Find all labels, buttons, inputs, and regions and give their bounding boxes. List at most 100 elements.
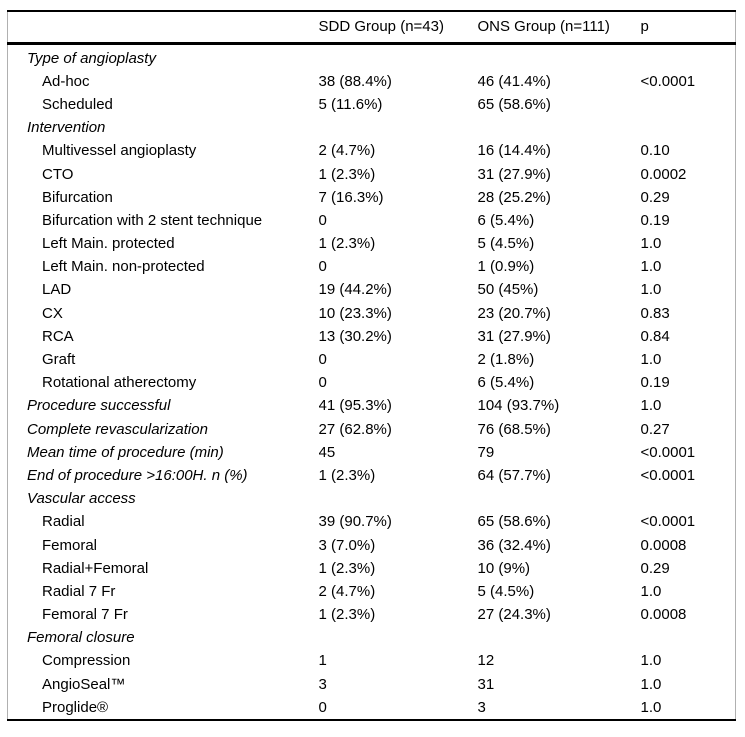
- row-label-cell: End of procedure >16:00H. n (%): [27, 466, 248, 484]
- table-body: Type of angioplasty Ad-hoc 38 (88.4%) 46 (4…: [8, 43, 736, 720]
- p-value-cell: 1.0: [640, 281, 662, 299]
- row-label-cell: Rotational atherectomy: [42, 374, 197, 392]
- row-label-cell: Radial 7 Fr: [42, 582, 116, 600]
- table-row: Procedure successful 41 (95.3%) 104 (93.7%…: [8, 394, 736, 417]
- column-header-ons-group: ONS Group (n=111): [477, 11, 641, 45]
- sdd-value-cell: 0: [318, 258, 327, 276]
- row-label-cell: Complete revascularization: [27, 420, 208, 438]
- p-value-cell: 1.0: [640, 397, 662, 415]
- table-row: Mean time of procedure (min) 45 79 <0.0001: [8, 441, 736, 464]
- row-label-cell: AngioSeal™: [42, 675, 126, 693]
- ons-value-cell: 65 (58.6%): [477, 95, 551, 113]
- ons-value-cell: 36 (32.4%): [477, 536, 551, 554]
- table-row: Left Main. non-protected 0 1 (0.9%) 1.0: [8, 255, 736, 278]
- p-value-cell: 0.0008: [640, 606, 687, 624]
- table-row: Scheduled 5 (11.6%) 65 (58.6%): [8, 93, 736, 116]
- row-label-cell: Radial: [42, 513, 85, 531]
- ons-value-cell: 28 (25.2%): [477, 188, 551, 206]
- ons-value-cell: 5 (4.5%): [477, 235, 535, 253]
- table-row: AngioSeal™ 3 31 1.0: [8, 673, 736, 696]
- column-header-sdd-group: SDD Group (n=43): [318, 11, 478, 45]
- table-row: Complete revascularization 27 (62.8%) 76 (…: [8, 418, 736, 441]
- sdd-value-cell: 1 (2.3%): [318, 606, 376, 624]
- sdd-value-cell: [319, 116, 478, 139]
- column-header-empty: [7, 11, 319, 45]
- p-value-cell: [641, 487, 736, 510]
- table-row: LAD 19 (44.2%) 50 (45%) 1.0: [8, 278, 736, 301]
- clinical-outcomes-table: SDD Group (n=43) ONS Group (n=111) p Typ…: [7, 10, 736, 721]
- column-header-p-value: p: [640, 11, 736, 45]
- row-label-cell: Intervention: [27, 119, 106, 137]
- ons-value-cell: 31: [477, 675, 495, 693]
- table-row: Compression 1 12 1.0: [8, 649, 736, 672]
- section-row: Intervention: [8, 116, 736, 139]
- row-label-cell: Type of angioplasty: [27, 49, 156, 67]
- row-label-cell: Graft: [42, 351, 76, 369]
- sdd-value-cell: 0: [318, 351, 327, 369]
- ons-value-cell: 46 (41.4%): [477, 72, 551, 90]
- table-row: Bifurcation 7 (16.3%) 28 (25.2%) 0.29: [8, 186, 736, 209]
- p-value-cell: 0.10: [640, 142, 670, 160]
- table-row: Multivessel angioplasty 2 (4.7%) 16 (14.4%…: [8, 139, 736, 162]
- sdd-value-cell: 1: [318, 652, 327, 670]
- sdd-value-cell: 3: [318, 675, 327, 693]
- p-value-cell: 1.0: [640, 582, 662, 600]
- section-row: Type of angioplasty: [8, 43, 736, 70]
- sdd-value-cell: 39 (90.7%): [318, 513, 392, 531]
- sdd-value-cell: 5 (11.6%): [318, 95, 383, 113]
- ons-value-cell: 12: [477, 652, 495, 670]
- sdd-value-cell: 0: [318, 374, 327, 392]
- row-label-cell: Femoral: [42, 536, 98, 554]
- p-value-cell: 1.0: [640, 258, 662, 276]
- sdd-value-cell: 1 (2.3%): [318, 165, 376, 183]
- p-value-cell: 0.0002: [640, 165, 687, 183]
- p-value-cell: 1.0: [640, 351, 662, 369]
- table-row: Bifurcation with 2 stent technique 0 6 (5.…: [8, 209, 736, 232]
- row-label-cell: Femoral 7 Fr: [42, 606, 128, 624]
- row-label-cell: Left Main. non-protected: [42, 258, 205, 276]
- p-value-cell: 0.84: [640, 327, 670, 345]
- p-value-cell: 0.83: [640, 304, 670, 322]
- ons-value-cell: 5 (4.5%): [477, 582, 535, 600]
- ons-value-cell: 6 (5.4%): [477, 374, 535, 392]
- sdd-value-cell: 27 (62.8%): [318, 420, 392, 438]
- row-label-cell: Procedure successful: [27, 397, 171, 415]
- sdd-value-cell: [319, 487, 478, 510]
- sdd-value-cell: 7 (16.3%): [318, 188, 384, 206]
- sdd-value-cell: 2 (4.7%): [318, 142, 376, 160]
- p-value-cell: <0.0001: [640, 466, 696, 484]
- row-label-cell: Vascular access: [27, 490, 136, 508]
- ons-value-cell: 6 (5.4%): [477, 211, 535, 229]
- table-row: Radial 7 Fr 2 (4.7%) 5 (4.5%) 1.0: [8, 580, 736, 603]
- p-value-cell: 1.0: [640, 698, 662, 716]
- ons-value-cell: 65 (58.6%): [477, 513, 551, 531]
- row-label-cell: LAD: [42, 281, 72, 299]
- p-value-cell: 0.29: [640, 188, 670, 206]
- sdd-value-cell: [319, 626, 478, 649]
- ons-value-cell: 31 (27.9%): [477, 165, 551, 183]
- row-label-cell: Ad-hoc: [42, 72, 90, 90]
- p-value-cell: [641, 116, 736, 139]
- section-row: Vascular access: [8, 487, 736, 510]
- ons-value-cell: 50 (45%): [477, 281, 539, 299]
- table-row: Left Main. protected 1 (2.3%) 5 (4.5%) 1.0: [8, 232, 736, 255]
- sdd-value-cell: 1 (2.3%): [318, 559, 376, 577]
- row-label-cell: Multivessel angioplasty: [42, 142, 197, 160]
- table-row: Graft 0 2 (1.8%) 1.0: [8, 348, 736, 371]
- p-value-cell: 0.27: [640, 420, 670, 438]
- ons-value-cell: 3: [477, 698, 486, 716]
- ons-value-cell: 10 (9%): [477, 559, 531, 577]
- row-label-cell: Bifurcation with 2 stent technique: [42, 211, 263, 229]
- ons-value-cell: 64 (57.7%): [477, 466, 551, 484]
- p-value-cell: <0.0001: [640, 443, 696, 461]
- ons-value-cell: 104 (93.7%): [477, 397, 560, 415]
- ons-value-cell: 79: [477, 443, 495, 461]
- sdd-value-cell: 41 (95.3%): [318, 397, 392, 415]
- ons-value-cell: 76 (68.5%): [477, 420, 551, 438]
- row-label-cell: Femoral closure: [27, 629, 135, 647]
- row-label-cell: Mean time of procedure (min): [27, 443, 224, 461]
- ons-value-cell: [478, 626, 641, 649]
- row-label-cell: RCA: [42, 327, 74, 345]
- p-value-cell: <0.0001: [640, 513, 696, 531]
